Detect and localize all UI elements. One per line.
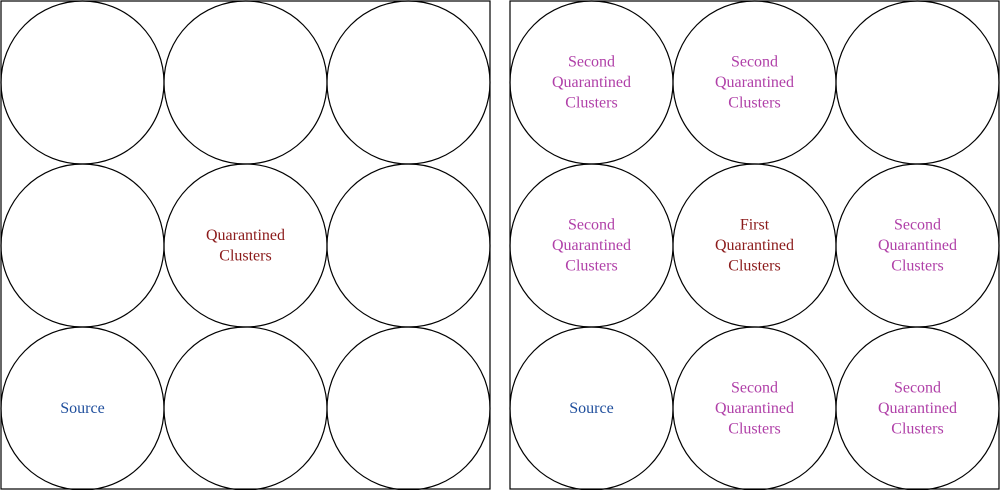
cluster-circle [326,0,491,165]
cluster-label: Clusters [565,95,617,112]
cluster-label: Clusters [891,421,943,438]
cluster-circle [326,163,491,328]
cluster-label: Clusters [891,258,943,275]
right-panel: Second Quarantined Clusters Second Quarantin… [509,0,1000,490]
cluster-label: Quarantined [715,237,794,254]
cluster-circle [0,0,165,165]
cluster-circle [163,326,328,490]
cluster-label: Second [731,380,778,397]
cluster-circle [835,326,1000,490]
cluster-circle [0,163,165,328]
cluster-label: First [740,217,770,234]
cluster-label: Clusters [728,421,780,438]
cluster-label: Source [569,400,613,417]
cluster-label: Clusters [728,258,780,275]
cluster-circle [835,0,1000,165]
cluster-label: Quarantined [552,74,631,91]
cluster-label: Quarantined [878,237,957,254]
left-panel: Quarantined Clusters Source [0,0,491,490]
cluster-label: Quarantined [715,74,794,91]
cluster-label: Quarantined [206,227,285,244]
cluster-label: Second [568,54,615,71]
cluster-label: Quarantined [878,400,957,417]
cluster-label: Quarantined [715,400,794,417]
cluster-label: Second [731,54,778,71]
cluster-label: Source [60,400,104,417]
cluster-label: Clusters [728,95,780,112]
cluster-label: Second [568,217,615,234]
cluster-label: Clusters [219,247,271,264]
cluster-label: Quarantined [552,237,631,254]
cluster-label: Second [894,380,941,397]
cluster-circle [326,326,491,490]
cluster-circle [163,163,328,328]
cluster-circle [163,0,328,165]
cluster-label: Clusters [565,258,617,275]
cluster-label: Second [894,217,941,234]
